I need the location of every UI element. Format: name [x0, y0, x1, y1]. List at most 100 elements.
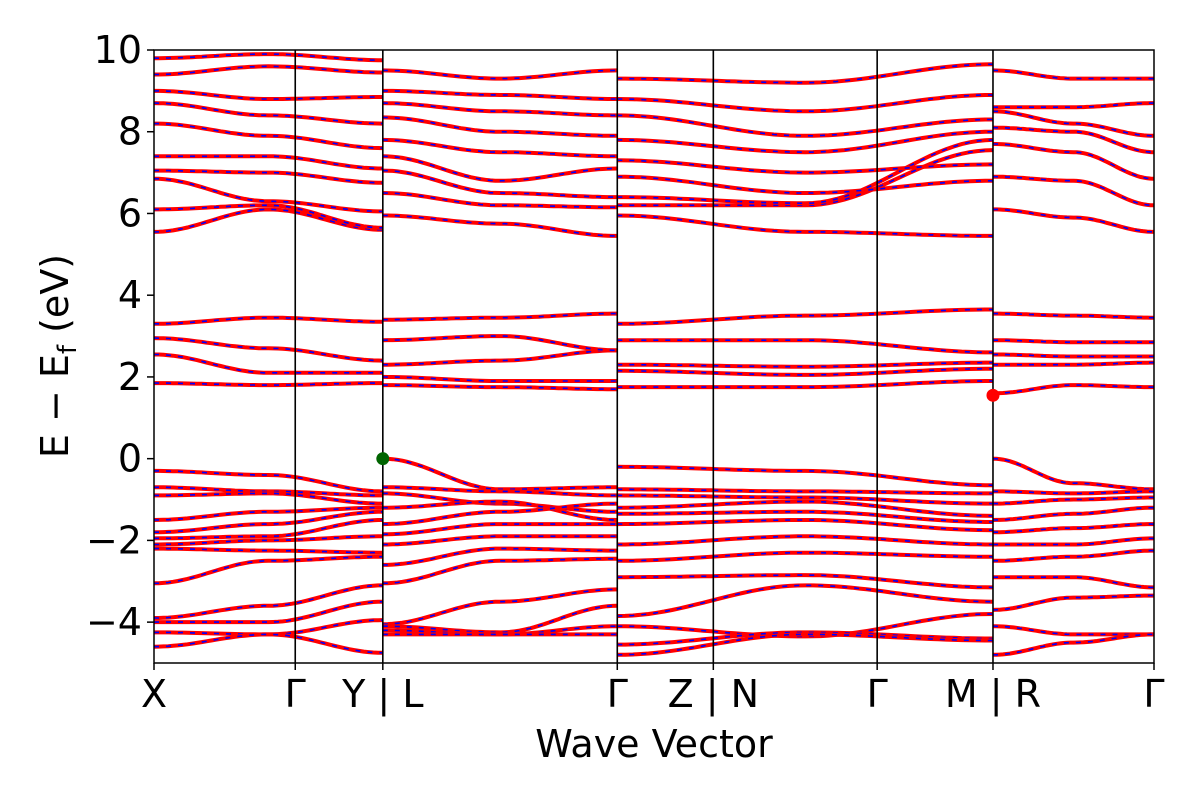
- band-conduction-2-1: [617, 366, 993, 377]
- y-tick-label: 4: [118, 273, 142, 317]
- band-overlay-conduction-3-10: [993, 102, 1154, 108]
- band-overlay-conduction-2-8: [617, 175, 993, 194]
- band-conduction-2-12: [617, 93, 993, 114]
- x-tick-label: Γ: [1143, 672, 1164, 716]
- band-valence-0-9: [154, 583, 383, 620]
- band-conduction-2-13: [617, 62, 994, 85]
- band-conduction-0-10: [154, 101, 383, 126]
- y-tick-label: 0: [118, 437, 142, 481]
- band-overlay-valence-3-6: [993, 549, 1154, 562]
- band-conduction-1-13: [382, 68, 618, 81]
- band-overlay-valence-0-7: [154, 547, 383, 554]
- band-overlay-valence-0-11: [154, 619, 383, 636]
- band-valence-1-5: [382, 522, 618, 537]
- band-conduction-1-2: [382, 348, 618, 367]
- band-overlay-valence-0-10: [154, 600, 383, 623]
- band-conduction-3-5: [993, 207, 1154, 234]
- y-tick-label: 10: [94, 28, 142, 72]
- band-valence-1-0: [382, 456, 618, 492]
- band-conduction-2-8: [617, 174, 993, 195]
- band-overlay-valence-2-4: [617, 511, 993, 523]
- y-axis-title-unit: (eV): [33, 254, 77, 345]
- x-tick-label: Γ: [285, 672, 306, 716]
- band-overlay-conduction-0-5: [154, 204, 383, 229]
- band-conduction-1-9: [382, 137, 618, 159]
- band-overlay-conduction-1-7: [382, 169, 618, 198]
- band-valence-2-6: [617, 534, 993, 547]
- band-overlay-valence-3-3: [992, 506, 1154, 521]
- band-overlay-valence-1-6: [382, 535, 618, 546]
- valence-band-maximum: [376, 452, 390, 466]
- band-conduction-2-0: [617, 379, 993, 390]
- y-tick-label: 8: [118, 110, 142, 154]
- band-overlay-conduction-2-4: [617, 308, 993, 325]
- y-axis: −4 −2 0 2 4 6 8 10: [86, 28, 154, 644]
- band-overlay-conduction-0-3: [154, 316, 383, 325]
- band-conduction-0-12: [154, 64, 383, 77]
- band-overlay-valence-2-2: [617, 494, 993, 505]
- plot-frame: [153, 49, 1155, 664]
- band-overlay-conduction-3-5: [993, 208, 1154, 233]
- band-overlay-valence-0-1: [154, 486, 383, 497]
- x-tick-label: M | R: [945, 672, 1041, 717]
- band-overlay-conduction-1-1: [382, 376, 618, 382]
- band-overlay-valence-2-11: [617, 631, 993, 646]
- x-tick-label: Γ: [867, 672, 888, 716]
- band-overlay-conduction-1-4: [382, 312, 618, 321]
- band-conduction-1-7: [382, 168, 618, 200]
- band-conduction-2-5: [617, 213, 993, 238]
- band-overlay-valence-1-7: [382, 547, 618, 566]
- band-conduction-2-2: [617, 360, 993, 369]
- band-overlay-valence-3-4: [993, 523, 1154, 533]
- band-overlay-conduction-2-13: [617, 63, 994, 84]
- band-overlay-valence-3-5: [993, 537, 1154, 546]
- band-overlay-valence-1-5: [382, 523, 618, 536]
- band-overlay-conduction-3-3: [993, 339, 1154, 343]
- band-overlay-conduction-2-11: [617, 114, 993, 137]
- band-overlay-conduction-2-5: [617, 214, 993, 237]
- band-overlay-conduction-1-11: [382, 102, 618, 117]
- band-conduction-1-0: [382, 383, 618, 392]
- band-conduction-2-3: [617, 338, 993, 355]
- band-overlay-valence-0-2: [154, 492, 383, 505]
- band-overlay-valence-0-8: [154, 555, 383, 585]
- band-overlay-conduction-0-10: [154, 102, 383, 125]
- band-overlay-conduction-0-9: [154, 122, 383, 149]
- band-overlay-conduction-3-7: [993, 143, 1154, 180]
- band-overlay-conduction-2-10: [617, 130, 994, 154]
- band-conduction-1-5: [382, 213, 618, 238]
- band-overlay-valence-1-0: [382, 457, 618, 491]
- x-axis: X Γ Y | L Γ Z | N Γ M | R Γ: [141, 663, 1165, 717]
- band-overlay-valence-0-9: [154, 584, 383, 619]
- band-overlay-conduction-2-6: [617, 149, 994, 207]
- band-conduction-1-11: [382, 101, 618, 118]
- y-tick-label: −4: [86, 600, 142, 644]
- band-lines: [154, 52, 1154, 657]
- band-overlay-valence-1-3: [382, 500, 618, 521]
- band-conduction-1-10: [382, 115, 618, 138]
- band-overlay-conduction-1-10: [382, 116, 618, 137]
- band-overlay-conduction-1-8: [382, 155, 618, 182]
- band-overlay-valence-3-10: [993, 633, 1154, 656]
- y-axis-title-main: E − E: [33, 354, 77, 458]
- band-overlay-valence-1-8: [382, 558, 618, 585]
- band-valence-0-8: [154, 554, 383, 586]
- band-overlay-conduction-2-12: [617, 94, 993, 113]
- y-tick-label: 2: [118, 355, 142, 399]
- band-overlay-valence-2-5: [617, 519, 994, 531]
- x-tick-label: Y | L: [341, 672, 423, 717]
- band-overlay-valence-0-6: [154, 535, 383, 546]
- band-overlay-conduction-1-3: [382, 335, 618, 352]
- band-conduction-0-9: [154, 121, 383, 151]
- band-conduction-1-1: [382, 374, 618, 383]
- band-conduction-0-4: [154, 207, 383, 234]
- band-conduction-1-3: [382, 334, 618, 353]
- band-overlay-conduction-1-9: [382, 139, 618, 158]
- band-overlay-valence-1-9: [382, 588, 618, 625]
- band-edge-markers: [376, 388, 1000, 466]
- x-tick-label: Z | N: [668, 672, 759, 717]
- band-overlay-conduction-2-2: [617, 361, 993, 368]
- band-overlay-valence-2-12: [617, 633, 993, 656]
- band-overlay-valence-0-4: [154, 511, 383, 533]
- band-overlay-conduction-0-7: [154, 169, 383, 184]
